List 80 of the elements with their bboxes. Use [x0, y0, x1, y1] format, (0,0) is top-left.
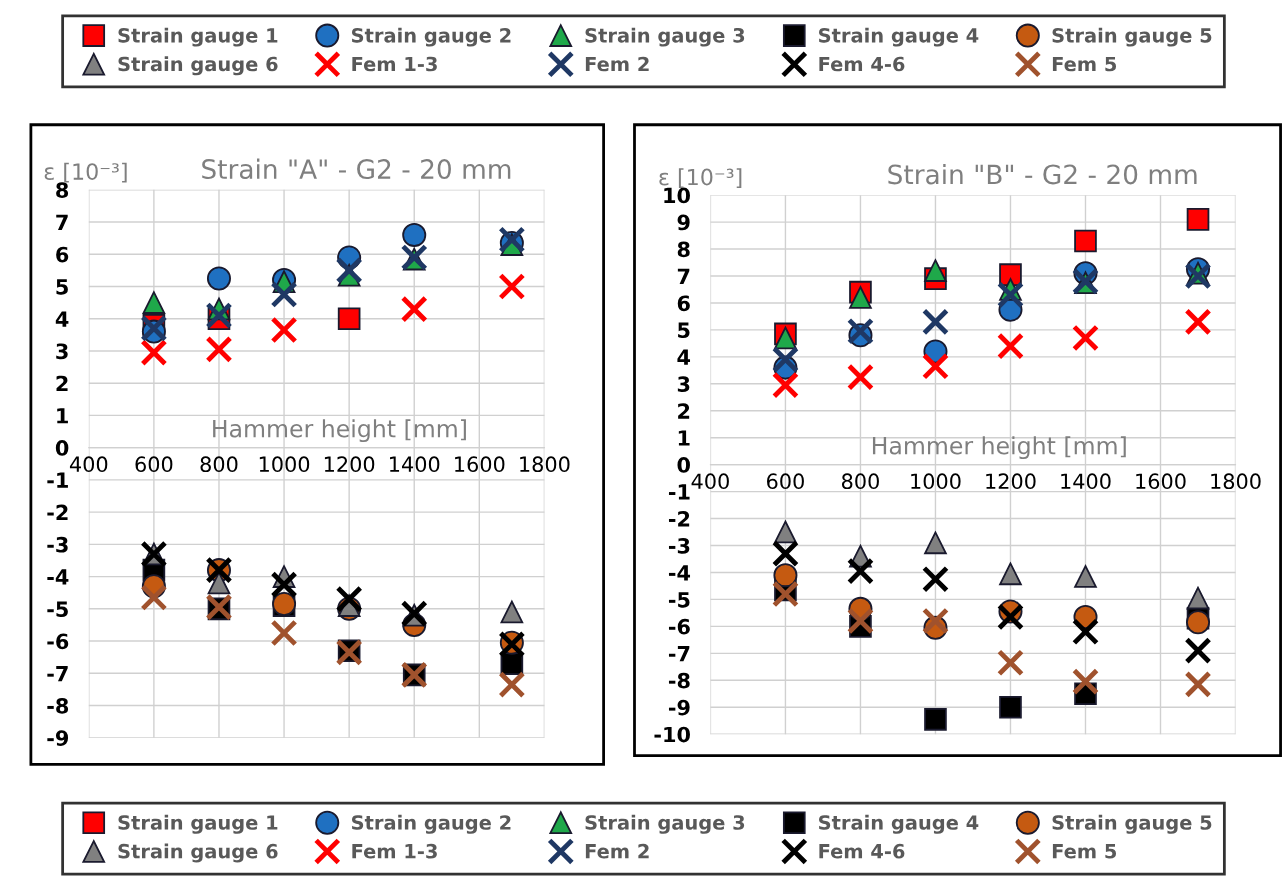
y-tick-label: -5	[668, 592, 690, 608]
legend-label: Fem 1-3	[352, 843, 437, 859]
y-tick-label: 10	[664, 187, 690, 204]
x-tick-label: 1600	[455, 456, 505, 473]
y-axis-title: ε [10⁻³]	[44, 162, 127, 183]
y-tick-label: -10	[654, 726, 690, 743]
legend-label: Fem 5	[1052, 56, 1117, 72]
legend-label: Strain gauge 6	[118, 56, 278, 76]
y-tick-label: -5	[47, 601, 68, 618]
y-tick-label: -2	[668, 511, 690, 527]
y-tick-label: -7	[668, 646, 690, 662]
legend-label: Strain gauge 6	[118, 843, 278, 863]
x-tick-label: 1800	[520, 456, 570, 473]
y-tick-label: 3	[56, 343, 68, 360]
legend-label: Strain gauge 2	[351, 27, 511, 47]
legend-label: Strain gauge 4	[819, 27, 979, 47]
y-tick-label: -3	[668, 537, 690, 554]
legend-label: Fem 2	[585, 843, 649, 859]
x-tick-label: 1200	[986, 473, 1036, 490]
y-tick-label: -1	[47, 472, 68, 488]
x-tick-label: 1400	[1061, 473, 1111, 490]
legend-label: Strain gauge 1	[118, 814, 278, 834]
y-tick-label: 1	[678, 430, 690, 446]
legend-label: Strain gauge 5	[1052, 814, 1212, 834]
x-tick-label: 800	[200, 456, 238, 473]
y-tick-label: -8	[668, 672, 690, 689]
legend-label: Fem 5	[1052, 844, 1117, 859]
y-tick-label: 7	[677, 268, 690, 284]
y-tick-label: 5	[678, 322, 690, 339]
x-axis-title: Hammer height [mm]	[213, 419, 466, 443]
y-tick-label: 4	[677, 349, 691, 365]
legend-label: Strain gauge 3	[585, 814, 745, 834]
x-tick-label: 600	[135, 456, 173, 473]
x-tick-label: 800	[841, 473, 879, 490]
x-tick-label: 1400	[390, 456, 440, 473]
legend-label: Strain gauge 2	[351, 814, 511, 834]
y-tick-label: 6	[677, 295, 690, 312]
y-tick-label: -8	[47, 697, 69, 714]
y-tick-label: -9	[47, 730, 69, 746]
legend-label: Fem 1-3	[352, 56, 437, 72]
x-tick-label: 1000	[911, 473, 961, 490]
y-tick-label: 0	[677, 457, 690, 473]
chart-title: Strain "B" - G2 - 20 mm	[888, 163, 1197, 185]
y-tick-label: -6	[47, 633, 69, 650]
y-tick-label: 7	[56, 214, 68, 230]
x-tick-label: 600	[767, 473, 804, 490]
x-tick-label: 1600	[1136, 473, 1186, 490]
y-tick-label: 9	[677, 214, 690, 231]
y-tick-label: -3	[47, 536, 68, 553]
y-tick-label: 4	[55, 311, 69, 327]
y-tick-label: -4	[47, 569, 69, 585]
y-tick-label: 3	[677, 376, 690, 393]
y-tick-label: -6	[668, 618, 690, 635]
y-tick-label: -1	[668, 484, 690, 500]
legend-label: Fem 2	[585, 56, 649, 72]
x-axis-title: Hammer height [mm]	[872, 436, 1126, 460]
legend-label: Strain gauge 3	[585, 27, 745, 47]
y-tick-label: 8	[56, 182, 69, 198]
y-tick-label: 2	[678, 403, 690, 419]
y-tick-label: 5	[56, 279, 68, 295]
legend-label: Strain gauge 1	[118, 27, 278, 47]
y-tick-label: -4	[668, 565, 691, 581]
y-tick-label: -7	[47, 666, 68, 682]
y-tick-label: 8	[677, 241, 690, 258]
y-tick-label: -9	[668, 699, 690, 716]
legend-label: Strain gauge 4	[819, 814, 979, 834]
y-tick-label: 0	[55, 440, 69, 456]
y-tick-label: -2	[47, 504, 68, 521]
y-tick-label: 6	[56, 246, 69, 263]
x-tick-label: 1800	[1211, 473, 1261, 490]
x-tick-label: 1200	[324, 456, 375, 473]
x-tick-label: 400	[69, 456, 108, 473]
y-tick-label: 1	[57, 408, 68, 424]
chart-title: Strain "A" - G2 - 20 mm	[202, 158, 511, 180]
legend-label: Fem 4-6	[819, 843, 905, 859]
x-tick-label: 1000	[259, 456, 310, 473]
legend-label: Strain gauge 5	[1052, 27, 1212, 47]
x-tick-label: 400	[691, 473, 729, 490]
legend-label: Fem 4-6	[819, 56, 905, 72]
y-tick-label: 2	[56, 375, 68, 392]
